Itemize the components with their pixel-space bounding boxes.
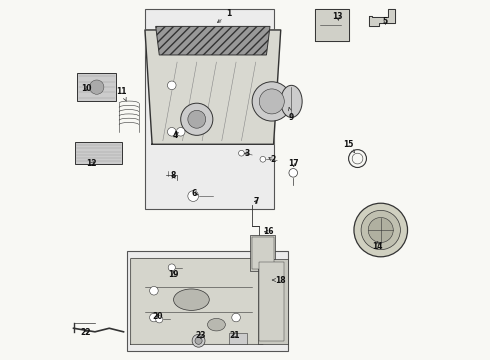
Bar: [145, 9, 273, 208]
Text: 21: 21: [230, 331, 240, 340]
Circle shape: [156, 316, 163, 323]
Text: 12: 12: [86, 159, 97, 168]
Text: 17: 17: [288, 159, 298, 168]
Polygon shape: [75, 143, 122, 164]
Text: 15: 15: [343, 140, 355, 153]
Polygon shape: [145, 30, 281, 144]
Text: 4: 4: [172, 131, 178, 140]
Circle shape: [239, 150, 245, 156]
Text: 22: 22: [81, 328, 91, 337]
Circle shape: [289, 168, 297, 177]
Polygon shape: [156, 26, 270, 55]
Circle shape: [195, 337, 202, 344]
Polygon shape: [77, 73, 117, 102]
Text: 8: 8: [171, 171, 176, 180]
Circle shape: [149, 287, 158, 295]
Circle shape: [252, 82, 292, 121]
Text: 11: 11: [117, 87, 127, 101]
Text: 13: 13: [333, 12, 343, 21]
Bar: [259, 262, 284, 341]
Polygon shape: [369, 9, 395, 26]
Bar: [127, 251, 288, 351]
Circle shape: [260, 157, 266, 162]
Text: 9: 9: [288, 107, 294, 122]
Circle shape: [188, 191, 198, 202]
Circle shape: [188, 111, 206, 128]
Polygon shape: [131, 258, 273, 344]
Text: 7: 7: [253, 197, 258, 206]
Bar: [229, 333, 247, 343]
Text: 23: 23: [196, 331, 206, 340]
Circle shape: [90, 80, 104, 94]
Circle shape: [181, 103, 213, 135]
Polygon shape: [315, 9, 348, 41]
Circle shape: [176, 127, 185, 136]
Circle shape: [354, 203, 408, 257]
Ellipse shape: [173, 289, 209, 310]
Text: 18: 18: [272, 275, 286, 284]
Circle shape: [259, 89, 284, 114]
Bar: [252, 237, 273, 269]
Ellipse shape: [281, 85, 302, 117]
Bar: [258, 258, 288, 344]
Circle shape: [168, 81, 176, 90]
Text: 20: 20: [152, 312, 163, 321]
Bar: [250, 235, 275, 271]
Circle shape: [168, 127, 176, 136]
Text: 5: 5: [383, 17, 388, 26]
Circle shape: [192, 334, 205, 347]
Text: 14: 14: [372, 242, 382, 251]
Text: 6: 6: [191, 189, 198, 198]
Text: 16: 16: [263, 227, 273, 236]
Text: 3: 3: [244, 149, 249, 158]
Circle shape: [232, 313, 241, 322]
Text: 1: 1: [218, 9, 232, 22]
Circle shape: [168, 264, 175, 271]
Text: 10: 10: [81, 84, 91, 93]
Circle shape: [149, 313, 158, 322]
Text: 2: 2: [269, 156, 275, 165]
Ellipse shape: [207, 319, 225, 331]
Text: 19: 19: [168, 270, 179, 279]
Circle shape: [368, 217, 393, 243]
Circle shape: [361, 210, 400, 249]
